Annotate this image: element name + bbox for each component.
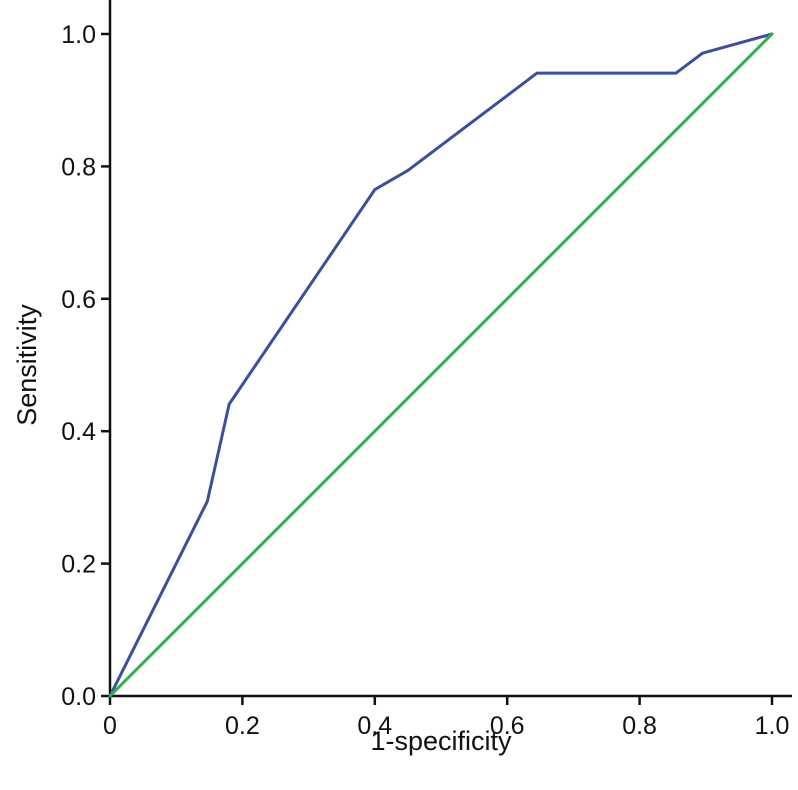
x-tick-label: 0.2 [225, 712, 260, 740]
x-tick-label: 0 [103, 712, 117, 740]
reference-diagonal-line [108, 32, 774, 698]
y-tick-label: 1.0 [61, 21, 96, 49]
y-axis-title: Sensitivity [12, 304, 42, 426]
x-tick-label: 1.0 [755, 712, 790, 740]
axes [108, 0, 792, 698]
x-axis-title: 1-specificity [370, 726, 512, 756]
x-tick-label: 0.4 [357, 712, 392, 740]
y-tick-label: 0.0 [61, 683, 96, 711]
y-tick-label: 0.4 [61, 418, 96, 446]
y-ticks: 0.0 0.2 0.4 0.6 0.8 1.0 [61, 21, 110, 711]
y-tick-label: 0.6 [61, 286, 96, 314]
y-tick-label: 0.2 [61, 551, 96, 579]
x-tick-label: 0.6 [490, 712, 525, 740]
series-layer [108, 32, 774, 698]
x-ticks: 0 0.2 0.4 0.6 0.8 1.0 [103, 696, 789, 740]
x-tick-label: 0.8 [622, 712, 657, 740]
roc-curve-line [108, 32, 774, 698]
y-tick-label: 0.8 [61, 153, 96, 181]
